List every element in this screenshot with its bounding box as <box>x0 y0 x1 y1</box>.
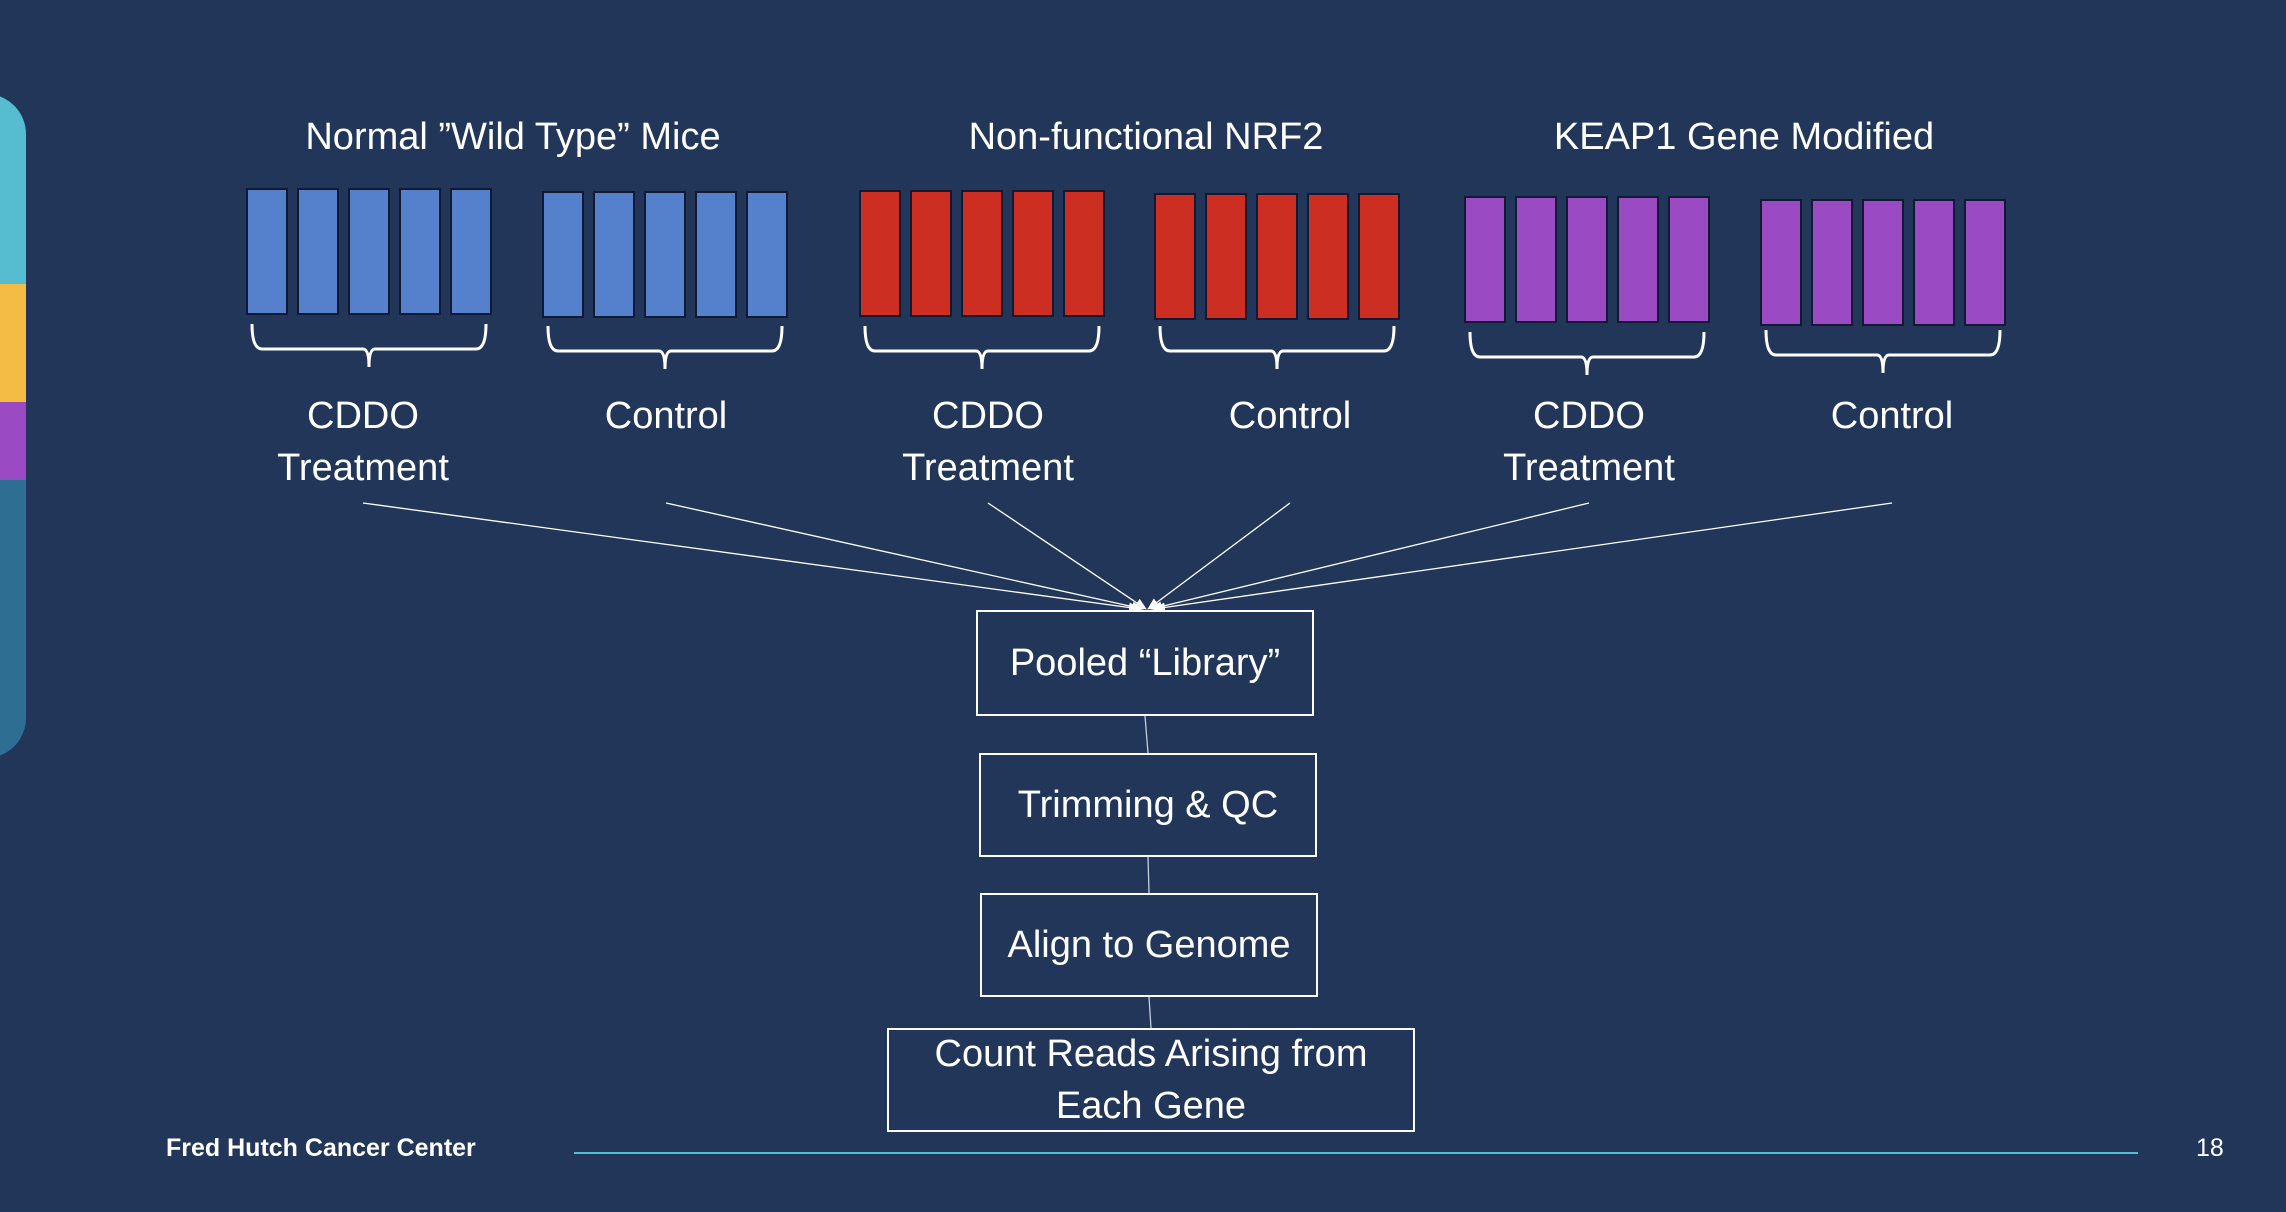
sample-bar <box>746 191 788 318</box>
footer-organization: Fred Hutch Cancer Center <box>166 1134 476 1162</box>
condition-label-line: CDDO <box>932 395 1044 437</box>
grouping-brace <box>1764 329 2002 374</box>
step-label: Align to Genome <box>1007 924 1291 966</box>
sample-bar <box>1063 190 1105 317</box>
sample-bar <box>1862 199 1904 326</box>
step-align-genome: Align to Genome <box>980 893 1318 997</box>
connector-arrow <box>1147 502 1291 610</box>
sample-bar <box>542 191 584 318</box>
sample-bar <box>450 188 492 315</box>
sample-bar <box>297 188 339 315</box>
pipeline-connector <box>1148 996 1152 1029</box>
connector-arrow <box>362 502 1141 613</box>
condition-label-line: Control <box>604 395 728 437</box>
condition-label-line: CDDO <box>307 395 419 437</box>
condition-label-wt-control: Control <box>506 390 826 442</box>
condition-label-line: Control <box>1228 395 1352 437</box>
sample-bar <box>593 191 635 318</box>
step-label: Each Gene <box>1055 1085 1247 1127</box>
condition-label-keap1-control: Control <box>1732 390 2052 442</box>
connector-arrow <box>665 502 1144 612</box>
grouping-brace <box>250 323 488 368</box>
step-pooled-library: Pooled “Library” <box>976 610 1314 716</box>
sample-bar <box>1154 193 1196 320</box>
grouping-brace <box>863 325 1101 370</box>
sample-bar <box>399 188 441 315</box>
condition-label-line: Control <box>1830 395 1954 437</box>
sample-bar <box>695 191 737 318</box>
deco-teal-segment <box>0 94 26 284</box>
footer-divider <box>574 1152 2138 1154</box>
decorative-side-bar <box>0 94 26 758</box>
grouping-brace <box>1468 331 1706 376</box>
condition-label-line: Treatment <box>277 447 449 489</box>
sample-bar <box>246 188 288 315</box>
sample-bar <box>348 188 390 315</box>
step-label: Pooled “Library” <box>1009 642 1281 684</box>
sample-bar <box>1964 199 2006 326</box>
condition-label-nrf2-cddo: CDDO Treatment <box>828 390 1148 494</box>
connector-arrow <box>1153 502 1893 613</box>
sample-bar <box>1913 199 1955 326</box>
connector-arrow <box>987 502 1147 610</box>
sample-bar <box>961 190 1003 317</box>
step-trimming-qc: Trimming & QC <box>979 753 1317 857</box>
sample-bar <box>1012 190 1054 317</box>
sample-bar <box>1358 193 1400 320</box>
sample-bar <box>1760 199 1802 326</box>
group-title-keap1: KEAP1 Gene Modified <box>1553 116 1935 158</box>
deco-yellow-segment <box>0 284 26 402</box>
condition-label-line: CDDO <box>1533 395 1645 437</box>
pipeline-connector <box>1147 856 1150 894</box>
condition-label-nrf2-control: Control <box>1130 390 1450 442</box>
deco-purple-segment <box>0 402 26 480</box>
sample-bar <box>1256 193 1298 320</box>
sample-bar <box>1464 196 1506 323</box>
condition-label-wt-cddo: CDDO Treatment <box>203 390 523 494</box>
connector-arrow <box>1150 502 1590 612</box>
condition-label-line: Treatment <box>1503 447 1675 489</box>
grouping-brace <box>546 325 784 370</box>
sample-bar <box>1205 193 1247 320</box>
sample-bar <box>1566 196 1608 323</box>
page-number: 18 <box>2196 1134 2224 1162</box>
grouping-brace <box>1158 325 1396 370</box>
group-title-wild-type: Normal ”Wild Type” Mice <box>305 116 721 158</box>
step-label: Count Reads Arising from <box>934 1033 1368 1075</box>
sample-bar <box>859 190 901 317</box>
step-count-reads: Count Reads Arising from Each Gene <box>887 1028 1415 1132</box>
sample-bar <box>1811 199 1853 326</box>
deco-blue-segment <box>0 480 26 758</box>
pipeline-connector <box>1144 715 1149 754</box>
condition-label-keap1-cddo: CDDO Treatment <box>1429 390 1749 494</box>
sample-bar <box>1668 196 1710 323</box>
condition-label-line: Treatment <box>902 447 1074 489</box>
step-label: Trimming & QC <box>1017 784 1279 826</box>
group-title-nrf2: Non-functional NRF2 <box>968 116 1324 158</box>
sample-bar <box>1515 196 1557 323</box>
sample-bar <box>1307 193 1349 320</box>
sample-bar <box>910 190 952 317</box>
sample-bar <box>644 191 686 318</box>
sample-bar <box>1617 196 1659 323</box>
